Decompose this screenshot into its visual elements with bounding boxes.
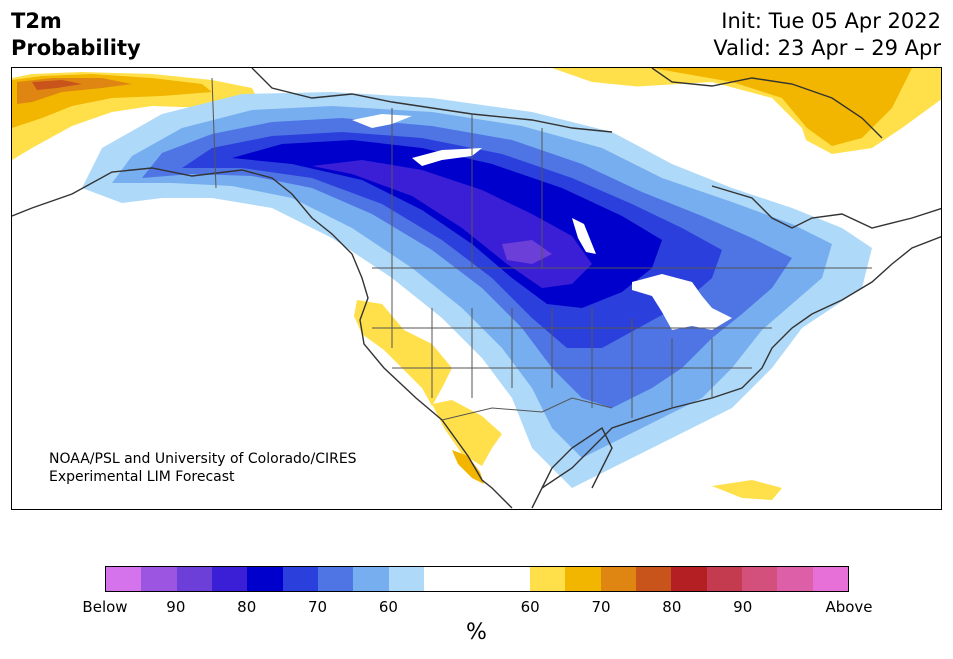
colorbar-segment — [777, 567, 813, 591]
great-bear-lake — [352, 114, 412, 128]
map-canvas — [12, 68, 941, 509]
colorbar-segment — [565, 567, 601, 591]
colorbar-segment — [141, 567, 177, 591]
colorbar-segment — [388, 567, 424, 591]
data-credit: NOAA/PSL and University of Colorado/CIRE… — [49, 450, 357, 486]
colorbar-tick: Below — [82, 598, 128, 616]
credit-line-1: NOAA/PSL and University of Colorado/CIRE… — [49, 451, 357, 467]
cold-region-70 — [142, 118, 792, 408]
colorbar-tick: 80 — [662, 598, 682, 616]
colorbar-tick: 90 — [733, 598, 753, 616]
colorbar-tick: 70 — [308, 598, 328, 616]
colorbar-segment — [353, 567, 389, 591]
lake-winnipeg — [572, 218, 596, 254]
great-lakes — [632, 274, 732, 330]
probability-map: NOAA/PSL and University of Colorado/CIRE… — [11, 67, 942, 510]
title-variable: T2m — [11, 9, 62, 33]
cold-region-90 — [502, 240, 552, 264]
colorbar-segment — [317, 567, 354, 591]
colorbar-tick: Above — [825, 598, 873, 616]
political-borders — [211, 77, 872, 421]
great-slave-lake — [412, 148, 482, 166]
colorbar-segment — [741, 567, 778, 591]
colorbar-tick: 80 — [237, 598, 257, 616]
warm-region-greenland-60 — [652, 68, 912, 146]
warm-region-baja — [452, 450, 484, 484]
warm-region-mexico — [432, 400, 502, 466]
colorbar-unit-label: % — [466, 620, 487, 645]
colorbar-segment — [706, 567, 742, 591]
probability-colorbar — [105, 566, 849, 592]
colorbar-tick: 60 — [520, 598, 540, 616]
colorbar-segment — [635, 567, 672, 591]
hudson-bay — [612, 82, 812, 188]
colorbar-tick: 70 — [591, 598, 611, 616]
colorbar-segment — [176, 567, 212, 591]
title-type: Probability — [11, 36, 141, 60]
colorbar-segment — [106, 567, 142, 591]
colorbar-tick-labels: Below 90 80 70 60 60 70 80 90 Above — [82, 598, 872, 620]
coastlines — [12, 68, 941, 509]
warm-region-caribbean — [712, 480, 782, 500]
warm-region-west-coast — [354, 300, 452, 406]
colorbar-tick: 90 — [166, 598, 186, 616]
colorbar-segment — [671, 567, 707, 591]
colorbar-segment — [282, 567, 318, 591]
init-date: Init: Tue 05 Apr 2022 — [721, 9, 941, 33]
colorbar-segment — [211, 567, 248, 591]
credit-line-2: Experimental LIM Forecast — [49, 469, 235, 485]
forecast-dates: Init: Tue 05 Apr 2022 Valid: 23 Apr – 29… — [713, 8, 941, 62]
map-title: T2m Probability — [11, 8, 141, 62]
colorbar-segment — [600, 567, 636, 591]
colorbar-segment — [423, 567, 530, 591]
colorbar-segment — [812, 567, 848, 591]
colorbar-segment — [247, 567, 283, 591]
colorbar-segment — [529, 567, 566, 591]
colorbar-tick: 60 — [378, 598, 398, 616]
warm-region-alaska-coast-80 — [32, 80, 82, 90]
valid-range: Valid: 23 Apr – 29 Apr — [713, 36, 941, 60]
